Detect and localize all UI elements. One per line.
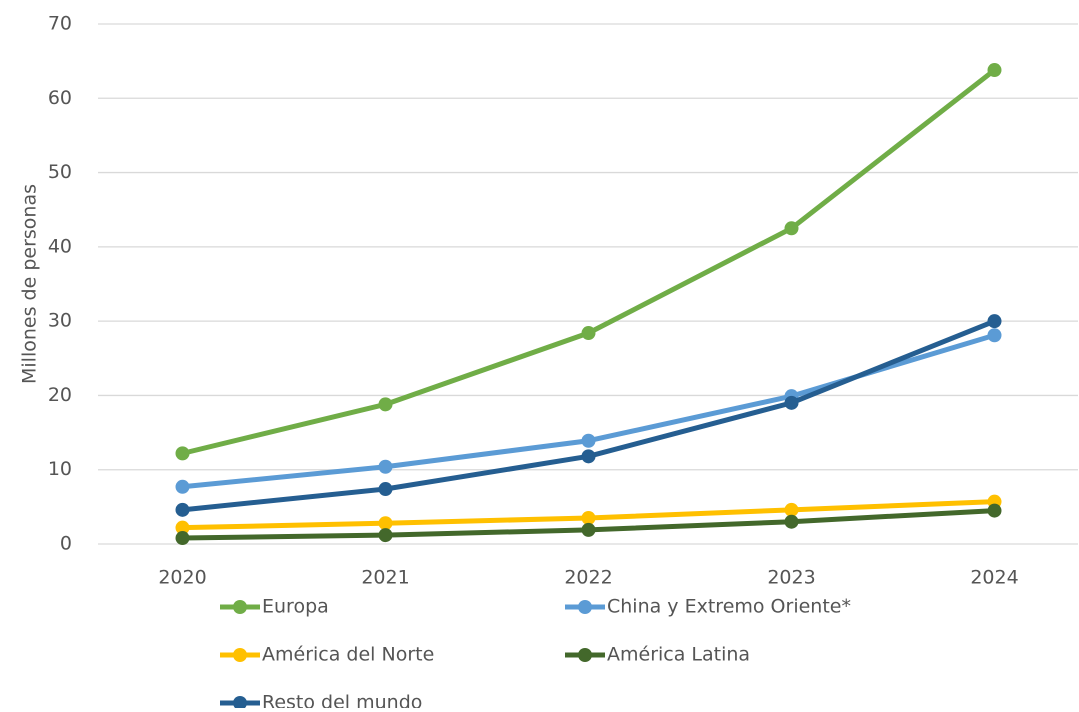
point [987,503,1002,518]
point [581,511,596,525]
point [378,482,393,497]
point [378,516,393,531]
point [581,326,596,341]
point [378,397,393,412]
point [784,221,799,236]
legend-label: Resto del mundo [262,692,422,709]
x-tick-label: 2021 [361,567,409,589]
legend-label: China y Extremo Oriente* [607,596,851,618]
y-tick-label: 10 [48,458,72,480]
point [175,520,190,535]
y-tick-label: 70 [48,13,72,35]
point [784,395,799,410]
series-line [182,332,996,490]
legend-marker [578,600,592,614]
point [987,63,1002,78]
x-tick-label: 2022 [564,567,612,589]
point [784,514,799,529]
legend-marker [578,648,592,662]
legend-marker [233,648,247,662]
y-tick-label: 20 [48,384,72,406]
point [175,502,190,517]
legend-label: América Latina [607,644,750,666]
point [378,459,393,474]
point [581,449,596,464]
y-tick-label: 60 [48,87,72,109]
legend-marker [233,600,247,614]
y-tick-label: 40 [48,235,72,257]
x-tick-label: 2024 [970,567,1018,589]
point [175,446,190,461]
point [175,531,190,546]
point [581,522,596,537]
y-tick-label: 0 [60,533,72,555]
point [175,479,190,494]
series-line [182,318,996,513]
point [378,528,393,543]
y-tick-label: 50 [48,161,72,183]
legend-marker [233,696,247,710]
point [784,502,799,517]
y-tick-label: 30 [48,310,72,332]
point [987,314,1002,329]
x-tick-label: 2023 [767,567,815,589]
x-tick-label: 2020 [158,567,206,589]
y-axis-label: Millones de personas [19,184,41,384]
legend-label: América del Norte [262,644,434,666]
point [987,328,1002,343]
legend-label: Europa [262,596,329,618]
point [581,433,596,448]
